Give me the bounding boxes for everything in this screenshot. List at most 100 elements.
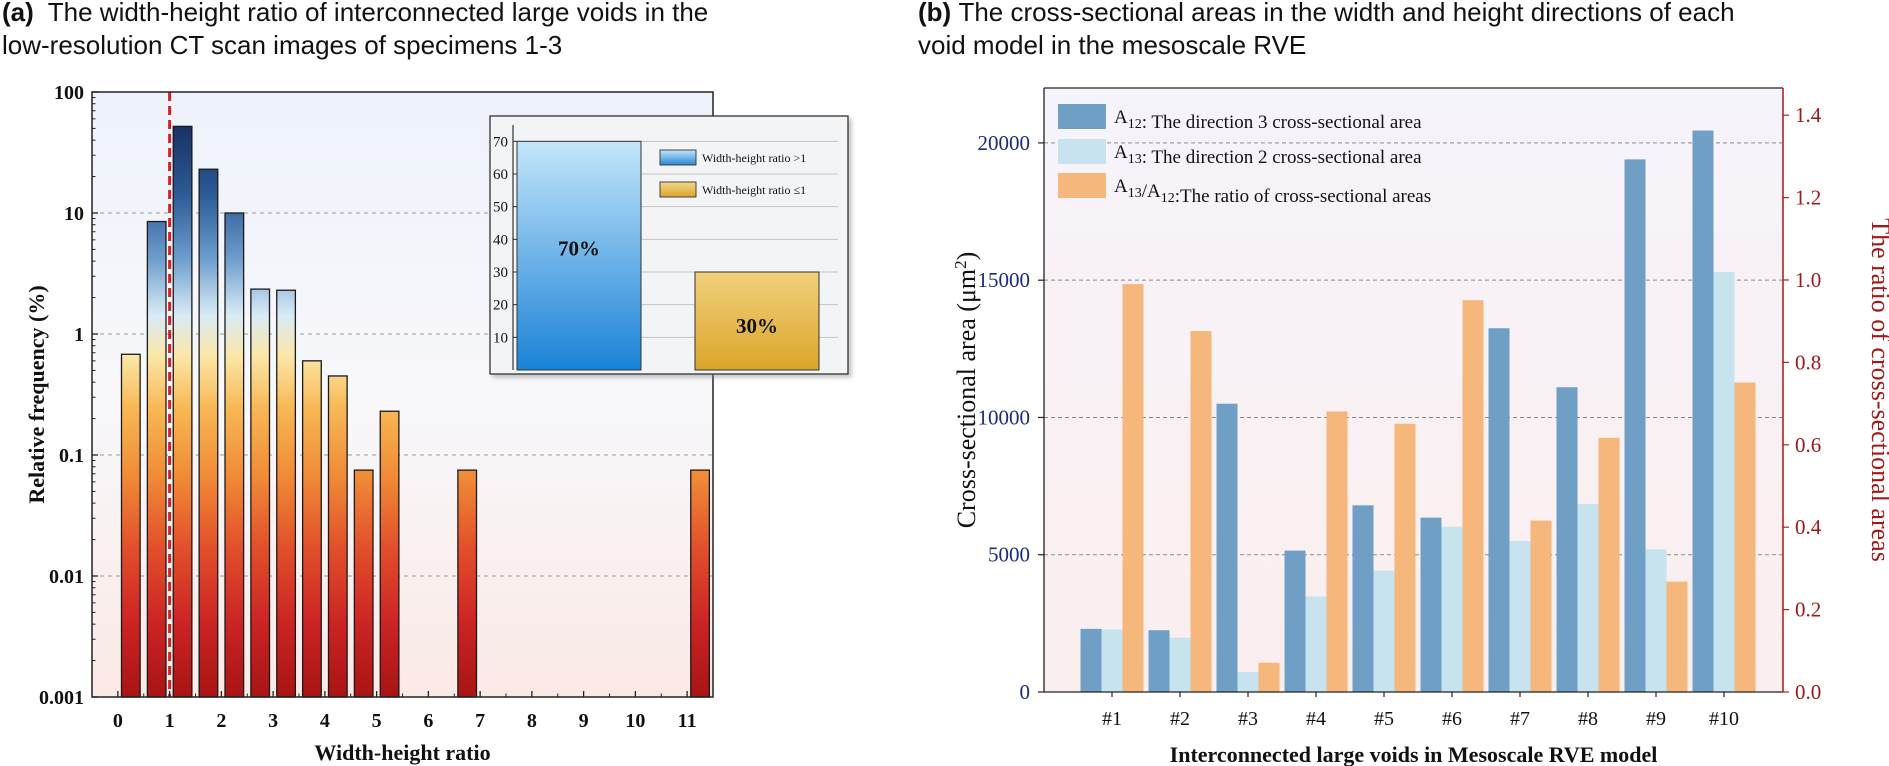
bar-a13 bbox=[1237, 671, 1259, 692]
panel-b-title-line1: The cross-sectional areas in the width a… bbox=[958, 0, 1735, 27]
bar-ratio bbox=[1598, 437, 1620, 692]
x-tick-label-b: #6 bbox=[1442, 708, 1462, 730]
bar-ratio bbox=[1190, 331, 1212, 692]
bar-ratio bbox=[1258, 662, 1280, 692]
histogram-bar bbox=[301, 360, 322, 698]
y-tick-label-right-b: 0.6 bbox=[1795, 433, 1821, 457]
y-tick-label-a: 100 bbox=[54, 82, 84, 104]
bar-a12 bbox=[1420, 517, 1442, 692]
x-tick-label-a: 8 bbox=[527, 710, 537, 732]
panel-a-title-line1: The width-height ratio of interconnected… bbox=[47, 0, 709, 27]
bar-a12 bbox=[1692, 130, 1714, 692]
x-tick-label-a: 9 bbox=[579, 710, 589, 732]
y-tick-label-right-b: 0.2 bbox=[1795, 598, 1821, 622]
y-tick-label-right-b: 0.8 bbox=[1795, 350, 1821, 374]
x-tick-label-a: 1 bbox=[165, 710, 175, 732]
legend-label-b: A13/A12:The ratio of cross-sectional are… bbox=[1114, 176, 1431, 207]
bar-a12 bbox=[1216, 403, 1238, 692]
bar-ratio bbox=[1326, 411, 1348, 692]
x-tick-label-a: 6 bbox=[423, 710, 433, 732]
x-tick-label-b: #8 bbox=[1578, 708, 1598, 730]
y-tick-label-a: 0.01 bbox=[49, 566, 84, 588]
histogram-bar bbox=[172, 125, 193, 698]
y-tick-label-right-b: 1.4 bbox=[1795, 103, 1822, 127]
bar-a12 bbox=[1284, 550, 1306, 692]
histogram-bar bbox=[379, 410, 400, 698]
y-tick-label-b: 10000 bbox=[978, 405, 1031, 429]
inset-y-tick-label: 20 bbox=[493, 298, 508, 314]
x-tick-label-a: 10 bbox=[625, 710, 645, 732]
bar-a12 bbox=[1556, 387, 1578, 692]
legend-label-b: A13: The direction 2 cross-sectional are… bbox=[1114, 142, 1422, 168]
bar-a13 bbox=[1441, 526, 1463, 692]
histogram-bar bbox=[198, 168, 219, 698]
bar-ratio bbox=[1734, 382, 1756, 692]
y-tick-label-b: 5000 bbox=[988, 543, 1030, 567]
x-tick-label-a: 5 bbox=[372, 710, 382, 732]
bar-ratio bbox=[1122, 284, 1144, 692]
y-axis-label-right-b: The ratio of cross-sectional areas bbox=[1866, 218, 1889, 562]
bar-a13 bbox=[1169, 637, 1191, 692]
histogram-bar bbox=[276, 289, 297, 698]
y-tick-label-a: 10 bbox=[64, 203, 84, 225]
inset-bar-label: 30% bbox=[736, 314, 778, 338]
inset-y-tick-label: 40 bbox=[493, 232, 508, 248]
y-tick-label-right-b: 0.4 bbox=[1795, 515, 1822, 539]
y-axis-label-left-b: Cross-sectional area (μm2) bbox=[951, 252, 981, 529]
inset-legend-swatch bbox=[659, 181, 697, 198]
inset-bar bbox=[694, 271, 820, 371]
bar-a12 bbox=[1148, 630, 1170, 692]
inset-y-tick-label: 70 bbox=[493, 134, 508, 150]
x-tick-label-b: #5 bbox=[1374, 708, 1394, 730]
x-axis-label-b: Interconnected large voids in Mesoscale … bbox=[1170, 742, 1658, 766]
inset-y-tick-label: 60 bbox=[493, 167, 508, 183]
x-tick-label-b: #9 bbox=[1646, 708, 1666, 730]
x-tick-label-b: #10 bbox=[1709, 708, 1739, 730]
bar-a13 bbox=[1577, 503, 1599, 692]
y-tick-label-b: 20000 bbox=[978, 131, 1031, 155]
x-tick-label-b: #1 bbox=[1102, 708, 1122, 730]
bar-ratio bbox=[1530, 520, 1552, 692]
inset-bar-label: 70% bbox=[558, 237, 600, 261]
y-axis-label-a: Relative frequency (%) bbox=[24, 285, 49, 503]
x-tick-label-b: #2 bbox=[1170, 708, 1190, 730]
y-tick-label-b: 15000 bbox=[978, 268, 1031, 292]
x-tick-label-a: 2 bbox=[216, 710, 226, 732]
x-tick-label-a: 11 bbox=[678, 710, 697, 732]
bar-a13 bbox=[1101, 629, 1123, 692]
histogram-bar bbox=[353, 469, 374, 698]
histogram-bar bbox=[146, 220, 167, 698]
x-axis-label-a: Width-height ratio bbox=[314, 740, 490, 765]
inset-y-tick-label: 10 bbox=[493, 330, 508, 346]
y-tick-label-a: 0.1 bbox=[59, 445, 84, 467]
bar-a13 bbox=[1305, 596, 1327, 692]
inset-legend-label: Width-height ratio >1 bbox=[702, 151, 806, 165]
panel-b-tag: (b) bbox=[918, 0, 952, 27]
panel-a-tag: (a) bbox=[2, 0, 34, 27]
histogram-bar bbox=[120, 353, 141, 698]
panel-b-title-line2: void model in the mesoscale RVE bbox=[918, 30, 1307, 60]
histogram-bar bbox=[224, 212, 245, 698]
x-tick-label-a: 4 bbox=[320, 710, 330, 732]
bar-a12 bbox=[1624, 159, 1646, 692]
chart-a: 0.001 0.01 0.1 1 10 100 0 1 2 3 4 5 6 7 8 9 10 11 Width-he… bbox=[24, 82, 849, 765]
histogram-bar bbox=[457, 469, 478, 698]
legend-swatch-b bbox=[1058, 173, 1106, 198]
inset-legend-label: Width-height ratio ≤1 bbox=[702, 183, 806, 197]
histogram-bar bbox=[690, 469, 711, 698]
y-tick-label-right-b: 1.2 bbox=[1795, 186, 1821, 210]
bar-a12 bbox=[1352, 505, 1374, 692]
y-tick-label-right-b: 0.0 bbox=[1795, 680, 1821, 704]
inset-legend-swatch bbox=[659, 149, 697, 166]
panel-a-title: (a) The width-height ratio of interconne… bbox=[2, 0, 708, 62]
y-tick-label-a: 0.001 bbox=[39, 687, 84, 709]
legend-swatch-b bbox=[1058, 139, 1106, 164]
bar-ratio bbox=[1394, 423, 1416, 692]
x-tick-label-a: 7 bbox=[475, 710, 485, 732]
inset-bar bbox=[516, 140, 642, 371]
bar-a12 bbox=[1080, 628, 1102, 692]
inset-y-tick-label: 50 bbox=[493, 200, 508, 216]
x-tick-label-b: #4 bbox=[1306, 708, 1326, 730]
bar-ratio bbox=[1666, 581, 1688, 692]
